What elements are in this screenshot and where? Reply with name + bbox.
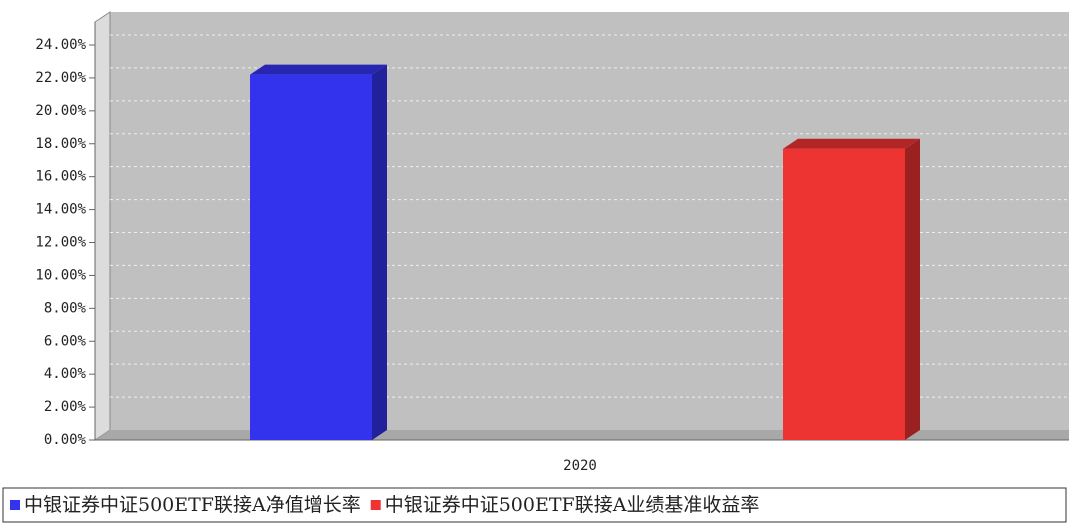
y-tick-label: 12.00% [35,235,86,251]
y-tick-label: 22.00% [35,70,86,86]
y-tick-label: 8.00% [44,300,87,316]
y-tick-label: 20.00% [35,103,86,119]
legend-swatch [370,500,381,510]
bar-top [250,64,387,75]
bar-top [783,138,920,149]
bar-side [905,138,920,440]
legend-label: 中银证券中证500ETF联接A净值增长率 [24,494,361,516]
bar [783,148,905,440]
y-tick-label: 16.00% [35,169,86,185]
bar [250,74,372,440]
bar-side [372,64,387,440]
y-tick-label: 18.00% [35,136,86,152]
floor [95,430,1069,440]
y-tick-label: 14.00% [35,202,86,218]
legend-swatch [10,500,20,510]
legend-box [2,487,1067,523]
y-tick-label: 6.00% [44,333,87,349]
y-tick-label: 4.00% [44,366,87,382]
x-tick-label: 2020 [563,458,597,474]
legend-label: 中银证券中证500ETF联接A业绩基准收益率 [385,494,760,516]
y-tick-label: 0.00% [44,432,87,448]
y-tick-label: 10.00% [35,267,86,283]
y-tick-label: 2.00% [44,399,87,415]
left-wall [94,11,111,441]
y-tick-label: 24.00% [35,37,86,53]
